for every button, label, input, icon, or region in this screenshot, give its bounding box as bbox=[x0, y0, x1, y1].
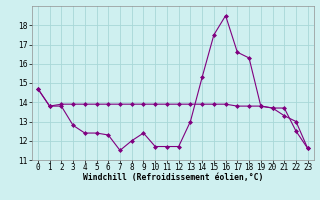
X-axis label: Windchill (Refroidissement éolien,°C): Windchill (Refroidissement éolien,°C) bbox=[83, 173, 263, 182]
